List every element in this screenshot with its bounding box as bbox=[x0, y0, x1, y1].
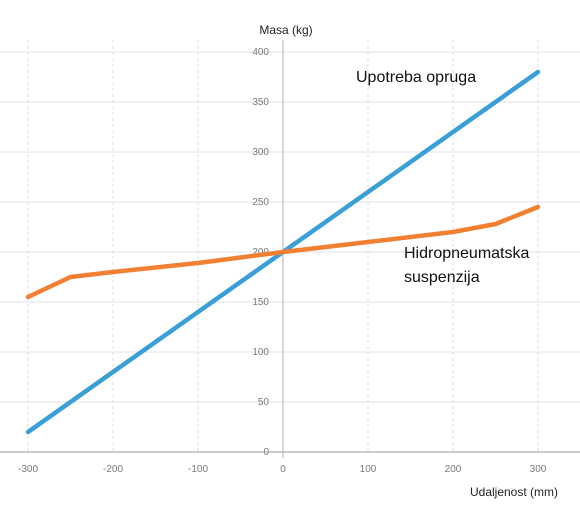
x-tick-label: 200 bbox=[445, 464, 462, 475]
y-tick-label: 50 bbox=[258, 397, 270, 408]
gridlines bbox=[0, 40, 580, 452]
labels: Masa (kg) Udaljenost (mm) Upotreba oprug… bbox=[259, 23, 558, 499]
y-tick-label: 350 bbox=[252, 97, 269, 108]
series-lines bbox=[25, 69, 541, 435]
x-tick-label: -100 bbox=[188, 464, 208, 475]
annotation-upotreba-opruga: Upotreba opruga bbox=[356, 69, 476, 86]
x-tick-label: 300 bbox=[530, 464, 547, 475]
y-tick-label: 250 bbox=[252, 197, 269, 208]
y-tick-label: 150 bbox=[252, 297, 269, 308]
y-tick-label: 400 bbox=[252, 47, 269, 58]
y-tick-label: 200 bbox=[252, 247, 269, 258]
x-tick-label: 0 bbox=[280, 464, 286, 475]
y-axis-title: Masa (kg) bbox=[259, 23, 312, 37]
y-tick-label: 300 bbox=[252, 147, 269, 158]
annotation-hidropneumatska: Hidropneumatska bbox=[404, 245, 530, 262]
axes: 050100150200250300350400-300-200-1000100… bbox=[0, 40, 580, 475]
series-line-hidropneumatska-suspenzija bbox=[25, 204, 541, 300]
x-tick-label: 100 bbox=[360, 464, 377, 475]
x-axis-title: Udaljenost (mm) bbox=[470, 485, 558, 499]
annotation-suspenzija: suspenzija bbox=[404, 269, 480, 286]
x-tick-label: -300 bbox=[18, 464, 38, 475]
y-tick-label: 100 bbox=[252, 347, 269, 358]
x-tick-label: -200 bbox=[103, 464, 123, 475]
